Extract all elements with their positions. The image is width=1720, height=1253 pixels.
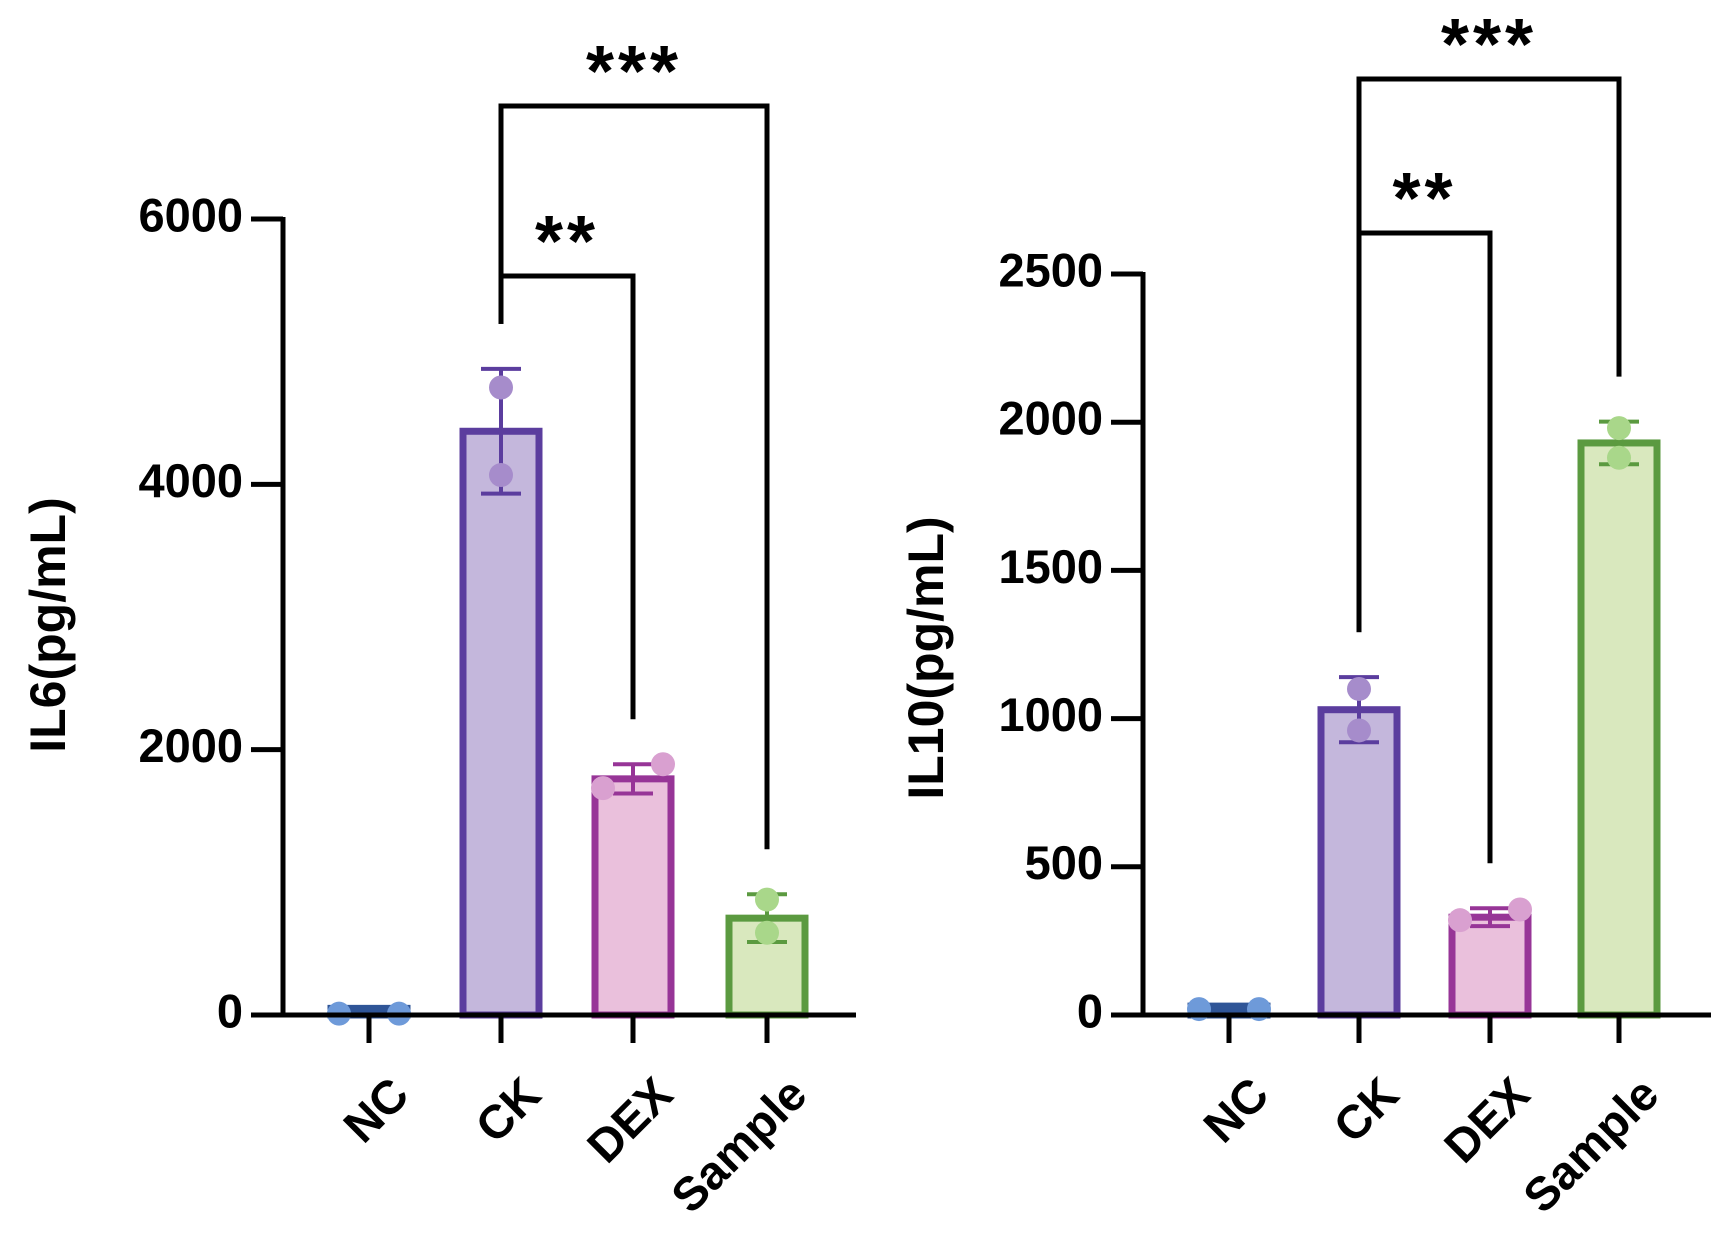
significance-bracket (498, 103, 770, 850)
data-point (489, 463, 513, 488)
x-tick-label: CK (465, 1067, 551, 1153)
y-tick-label: 1000 (998, 688, 1103, 741)
y-axis-label: IL10(pg/mL) (898, 516, 954, 799)
error-bar (613, 762, 653, 796)
x-tick-label: DEX (1434, 1067, 1540, 1173)
bar (459, 427, 543, 1019)
data-point (591, 776, 615, 801)
significance-label: ** (535, 202, 599, 282)
data-point (755, 887, 779, 912)
data-point (1448, 908, 1472, 933)
y-axis-label: IL6(pg/mL) (20, 497, 76, 753)
x-tick-label: Sample (661, 1067, 817, 1223)
y-tick-label: 0 (217, 984, 243, 1037)
significance-label: ** (1392, 159, 1456, 239)
bar (1577, 439, 1661, 1019)
y-tick-label: 6000 (138, 188, 243, 241)
data-point (1508, 897, 1532, 922)
data-point (489, 375, 513, 400)
significance-label: *** (586, 32, 682, 112)
x-tick-label: NC (333, 1067, 418, 1152)
x-tick-label: DEX (577, 1067, 683, 1173)
significance-label: *** (1441, 5, 1537, 85)
data-point (1607, 416, 1631, 441)
data-point (1347, 718, 1371, 743)
x-tick-label: NC (1193, 1067, 1278, 1152)
error-bar (1470, 906, 1510, 929)
bar (591, 775, 675, 1019)
y-tick-label: 500 (1025, 836, 1103, 889)
significance-bracket (1356, 76, 1622, 633)
data-point (651, 752, 675, 777)
y-tick-label: 1500 (998, 540, 1103, 593)
data-point (1607, 445, 1631, 470)
bar (1317, 706, 1401, 1019)
y-tick-label: 2000 (138, 719, 243, 772)
x-tick-label: Sample (1513, 1067, 1669, 1223)
y-tick-label: 4000 (138, 454, 243, 507)
data-point (1347, 676, 1371, 701)
y-tick-label: 0 (1077, 984, 1103, 1037)
y-tick-label: 2500 (998, 243, 1103, 296)
y-tick-label: 2000 (998, 392, 1103, 445)
data-point (755, 920, 779, 945)
bar (1448, 913, 1532, 1019)
x-tick-label: CK (1323, 1067, 1409, 1153)
